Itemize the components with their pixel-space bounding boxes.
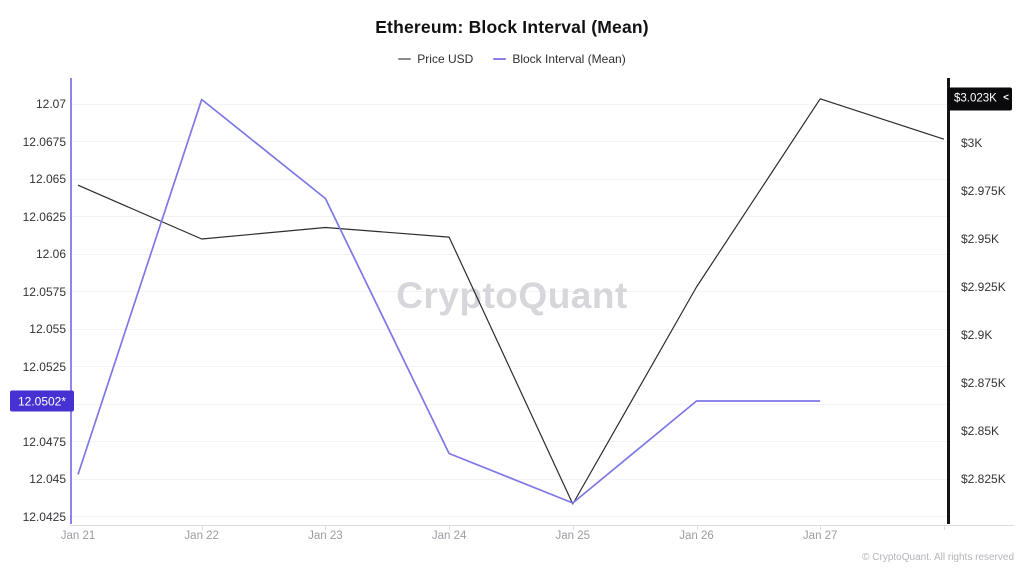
left-axis-line bbox=[70, 78, 72, 524]
gridline bbox=[71, 216, 948, 217]
x-axis-label: Jan 27 bbox=[802, 530, 838, 542]
gridline bbox=[71, 441, 948, 442]
gridline bbox=[71, 141, 948, 142]
gridline bbox=[71, 253, 948, 255]
right-axis-tick-label: $2.95K bbox=[961, 232, 1000, 246]
gridline bbox=[71, 366, 948, 367]
price-line-swatch-icon bbox=[398, 58, 412, 60]
right-axis-line bbox=[947, 78, 950, 524]
gridline bbox=[71, 516, 948, 517]
right-axis-tick-label: $2.9K bbox=[961, 328, 993, 342]
right-axis-tick-label: $3K bbox=[961, 136, 983, 150]
price-current-value-badge: $3.023K < bbox=[948, 87, 1012, 111]
left-axis-tick-label: 12.065 bbox=[29, 172, 66, 186]
x-axis-tickmark bbox=[820, 525, 822, 530]
legend-item-price-usd[interactable]: Price USD bbox=[398, 52, 473, 66]
left-axis-tick-label: 12.0625 bbox=[22, 209, 66, 224]
right-axis-tick-label: $2.875K bbox=[961, 376, 1006, 390]
left-axis-tick-label: 12.0575 bbox=[22, 284, 66, 299]
left-axis-tick-label: 12.0525 bbox=[22, 359, 66, 374]
copyright-notice: © CryptoQuant. All rights reserved bbox=[862, 552, 1014, 563]
legend: Price USD Block Interval (Mean) bbox=[0, 52, 1024, 66]
x-axis-label: Jan 22 bbox=[184, 530, 219, 542]
price-current-value: $3.023K bbox=[954, 92, 997, 105]
gridline bbox=[71, 328, 948, 330]
left-axis-tick-label: 12.06 bbox=[35, 247, 66, 261]
x-axis-tickmark bbox=[325, 525, 327, 530]
left-axis-tick-label: 12.0475 bbox=[22, 434, 66, 449]
chart-title: Ethereum: Block Interval (Mean) bbox=[375, 17, 649, 37]
legend-label-block-interval: Block Interval (Mean) bbox=[512, 52, 626, 66]
left-axis-tick-label: 12.055 bbox=[29, 322, 66, 336]
gridline bbox=[71, 403, 948, 405]
right-axis-tick-label: $2.925K bbox=[961, 280, 1006, 294]
left-axis-tick-label: 12.0425 bbox=[22, 509, 66, 524]
left-axis-tick-label: 12.07 bbox=[35, 97, 66, 111]
block-interval-current-value: 12.0502* bbox=[17, 394, 67, 408]
x-axis-label: Jan 26 bbox=[679, 530, 714, 542]
left-axis-tick-label: 12.0675 bbox=[22, 134, 66, 149]
legend-label-price-usd: Price USD bbox=[417, 52, 474, 66]
x-axis-tickmark bbox=[201, 525, 203, 530]
x-axis-label: Jan 25 bbox=[555, 530, 591, 542]
x-axis-label: Jan 24 bbox=[431, 530, 467, 542]
block-interval-line-swatch-icon bbox=[493, 58, 507, 60]
x-axis-label: Jan 21 bbox=[60, 530, 96, 542]
right-axis-tick-label: $2.85K bbox=[961, 424, 1000, 438]
x-axis-tickmark bbox=[943, 525, 945, 530]
gridline bbox=[71, 103, 948, 105]
right-axis-tick-label: $2.825K bbox=[961, 472, 1006, 486]
right-axis-tick-label: $2.975K bbox=[961, 184, 1006, 198]
legend-item-block-interval[interactable]: Block Interval (Mean) bbox=[493, 52, 626, 66]
bottom-axis-line bbox=[70, 525, 1014, 526]
x-axis-tickmark bbox=[449, 525, 451, 530]
chevron-left-icon: < bbox=[1003, 92, 1009, 104]
block-interval-current-value-badge: 12.0502* bbox=[10, 390, 74, 412]
left-axis-tick-label: 12.045 bbox=[29, 472, 66, 486]
gridline bbox=[71, 478, 948, 480]
gridline bbox=[71, 178, 948, 180]
x-axis-tickmark bbox=[572, 525, 574, 530]
cryptoquant-watermark: CryptoQuant bbox=[396, 275, 628, 316]
x-axis-label: Jan 23 bbox=[308, 530, 343, 542]
x-axis-tickmark bbox=[696, 525, 698, 530]
